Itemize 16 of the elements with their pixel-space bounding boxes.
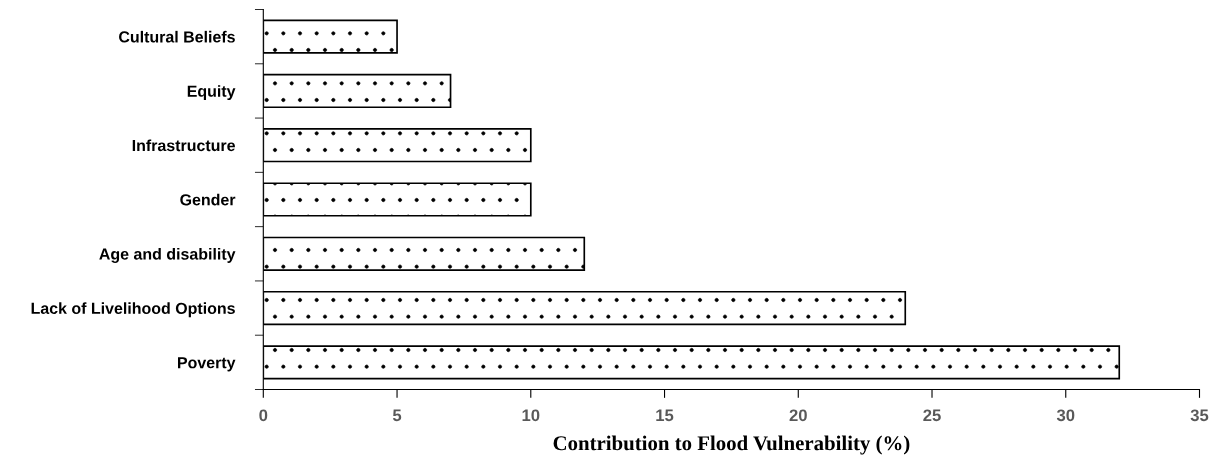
y-tick-label: Lack of Livelihood Options [31,302,235,318]
x-tick-label: 20 [789,409,807,422]
x-tick-label: 30 [1056,409,1075,422]
x-tick-label: 0 [259,409,268,422]
x-tick-label: 35 [1190,409,1209,422]
x-tick-label: 10 [522,409,540,422]
y-tick-label: Equity [187,85,236,101]
x-tick-label: 5 [392,409,402,422]
y-tick-label: Infrastructure [132,139,235,152]
y-tick-label: Poverty [178,357,236,372]
x-tick-label: 25 [923,409,941,422]
y-tick-label: Age and disability [99,248,236,263]
x-axis-title: Contribution to Flood Vulnerability (%) [553,435,910,455]
y-tick-label: Cultural Beliefs [119,30,235,43]
x-tick-label: 15 [656,409,674,422]
y-tick-label: Gender [180,193,236,206]
